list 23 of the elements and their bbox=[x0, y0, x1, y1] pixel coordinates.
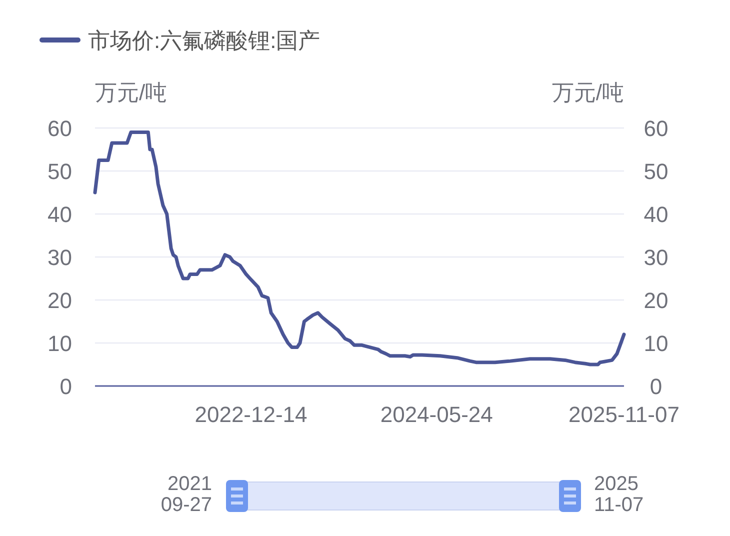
y2-axis-title: 万元/吨 bbox=[552, 80, 624, 105]
x-tick-label: 2025-11-07 bbox=[568, 402, 680, 427]
y-tick-label: 40 bbox=[48, 202, 72, 227]
y2-tick-label: 20 bbox=[644, 288, 668, 313]
legend-label: 市场价:六氟磷酸锂:国产 bbox=[88, 28, 320, 53]
y-tick-label: 10 bbox=[48, 331, 72, 356]
y2-tick-label: 30 bbox=[644, 245, 668, 270]
y2-tick-label: 50 bbox=[644, 159, 668, 184]
x-tick-label: 2022-12-14 bbox=[194, 402, 308, 427]
text: 2025 11-07 bbox=[594, 473, 644, 516]
y2-tick-label: 60 bbox=[644, 116, 668, 141]
y-tick-label: 0 bbox=[60, 374, 72, 399]
y-tick-label: 50 bbox=[48, 159, 72, 184]
line-series bbox=[93, 130, 626, 366]
y-axis-title: 万元/吨 bbox=[95, 80, 168, 105]
text: 2021 09-27 bbox=[160, 473, 212, 516]
x-tick-label: 2024-05-24 bbox=[380, 402, 493, 427]
y-tick-label: 60 bbox=[48, 116, 72, 141]
y2-tick-label: 40 bbox=[644, 202, 668, 227]
y-tick-label: 20 bbox=[48, 288, 72, 313]
y2-tick-label: 0 bbox=[650, 374, 662, 399]
y-tick-label: 30 bbox=[48, 245, 72, 270]
y2-tick-label: 10 bbox=[644, 331, 668, 356]
